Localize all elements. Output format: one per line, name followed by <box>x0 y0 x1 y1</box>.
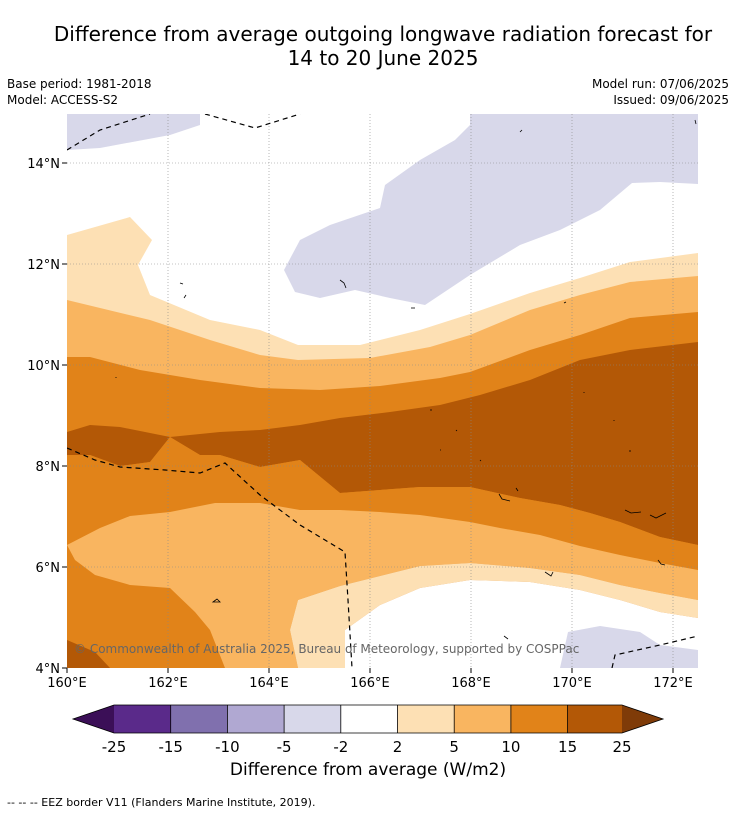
colorbar-tick: -25 <box>102 738 127 756</box>
map-title: Difference from average outgoing longwav… <box>30 22 736 70</box>
colorbar-tick: 15 <box>558 738 577 756</box>
lat-label: 10°N <box>27 359 60 374</box>
band-p10-p15-south <box>67 437 698 570</box>
contour-field <box>67 114 698 668</box>
colorbar-swatch <box>567 705 622 733</box>
lat-label: 6°N <box>36 561 61 576</box>
axis-ticks <box>62 162 674 673</box>
band-m5-m2-north <box>67 114 200 150</box>
colorbar-tick: 2 <box>393 738 403 756</box>
colorbar-tick: -10 <box>215 738 240 756</box>
title-line-1: Difference from average outgoing longwav… <box>53 22 713 46</box>
band-m5-m2-south-b <box>560 626 698 668</box>
colorbar-swatch <box>510 705 568 733</box>
model-name: Model: ACCESS-S2 <box>7 93 119 107</box>
colorbar-swatch <box>454 705 511 733</box>
colorbar-swatch <box>170 705 228 733</box>
band-p15-p25 <box>67 342 698 545</box>
eez-footnote: -- -- -- EEZ border V11 (Flanders Marine… <box>7 796 316 809</box>
colorbar-tick: 10 <box>501 738 520 756</box>
lon-label: 162°E <box>148 676 188 691</box>
band-p10-p15-southwest <box>67 545 225 668</box>
colorbar-swatch <box>340 705 398 733</box>
colorbar-tick: -15 <box>158 738 183 756</box>
colorbar-extend-high <box>622 705 663 733</box>
meta-right: Model run: 07/06/2025 Issued: 09/06/2025 <box>592 76 729 108</box>
lon-label: 170°E <box>552 676 592 691</box>
band-p5-p10-south <box>67 503 698 668</box>
graticule <box>67 114 698 668</box>
band-p2-p5-south <box>290 563 698 668</box>
lat-label: 4°N <box>36 662 61 677</box>
colorbar-swatch <box>397 705 455 733</box>
colorbar-ticks: -25 -15 -10 -5 -2 2 5 10 15 25 <box>102 738 632 756</box>
colorbar-tick: -5 <box>277 738 292 756</box>
base-period: Base period: 1981-2018 <box>7 77 152 91</box>
copyright-text: © Commonwealth of Australia 2025, Bureau… <box>74 642 579 656</box>
lon-label: 160°E <box>47 676 87 691</box>
lat-label: 12°N <box>27 258 60 273</box>
eez-borders <box>67 114 698 668</box>
lon-label: 164°E <box>249 676 289 691</box>
colorbar-extend-low <box>73 705 114 733</box>
issued-date: Issued: 09/06/2025 <box>613 93 729 107</box>
colorbar-label: Difference from average (W/m2) <box>229 760 507 780</box>
colorbar-swatch <box>284 705 341 733</box>
lon-label: 172°E <box>653 676 693 691</box>
lon-label: 166°E <box>350 676 390 691</box>
lat-label: 8°N <box>36 460 61 475</box>
lat-label: 14°N <box>27 157 60 172</box>
band-m5-m2-northeast <box>284 114 698 305</box>
colorbar: -25 -15 -10 -5 -2 2 5 10 15 25 <box>71 704 665 756</box>
colorbar-swatch <box>227 705 285 733</box>
lon-label: 168°E <box>451 676 491 691</box>
model-run: Model run: 07/06/2025 <box>591 77 729 91</box>
band-p15-p25-southwest <box>67 640 110 668</box>
colorbar-tick: -2 <box>333 738 348 756</box>
colorbar-tick: 25 <box>612 738 631 756</box>
islands <box>115 119 697 640</box>
title-line-2: 14 to 20 June 2025 <box>287 46 479 70</box>
lat-labels: 14°N 12°N 10°N 8°N 6°N 4°N <box>27 157 60 677</box>
meta-left: Base period: 1981-2018 Model: ACCESS-S2 <box>7 76 152 108</box>
colorbar-tick: 5 <box>449 738 459 756</box>
lon-labels: 160°E 162°E 164°E 166°E 168°E 170°E 172°… <box>47 676 693 691</box>
colorbar-swatch <box>114 705 171 733</box>
